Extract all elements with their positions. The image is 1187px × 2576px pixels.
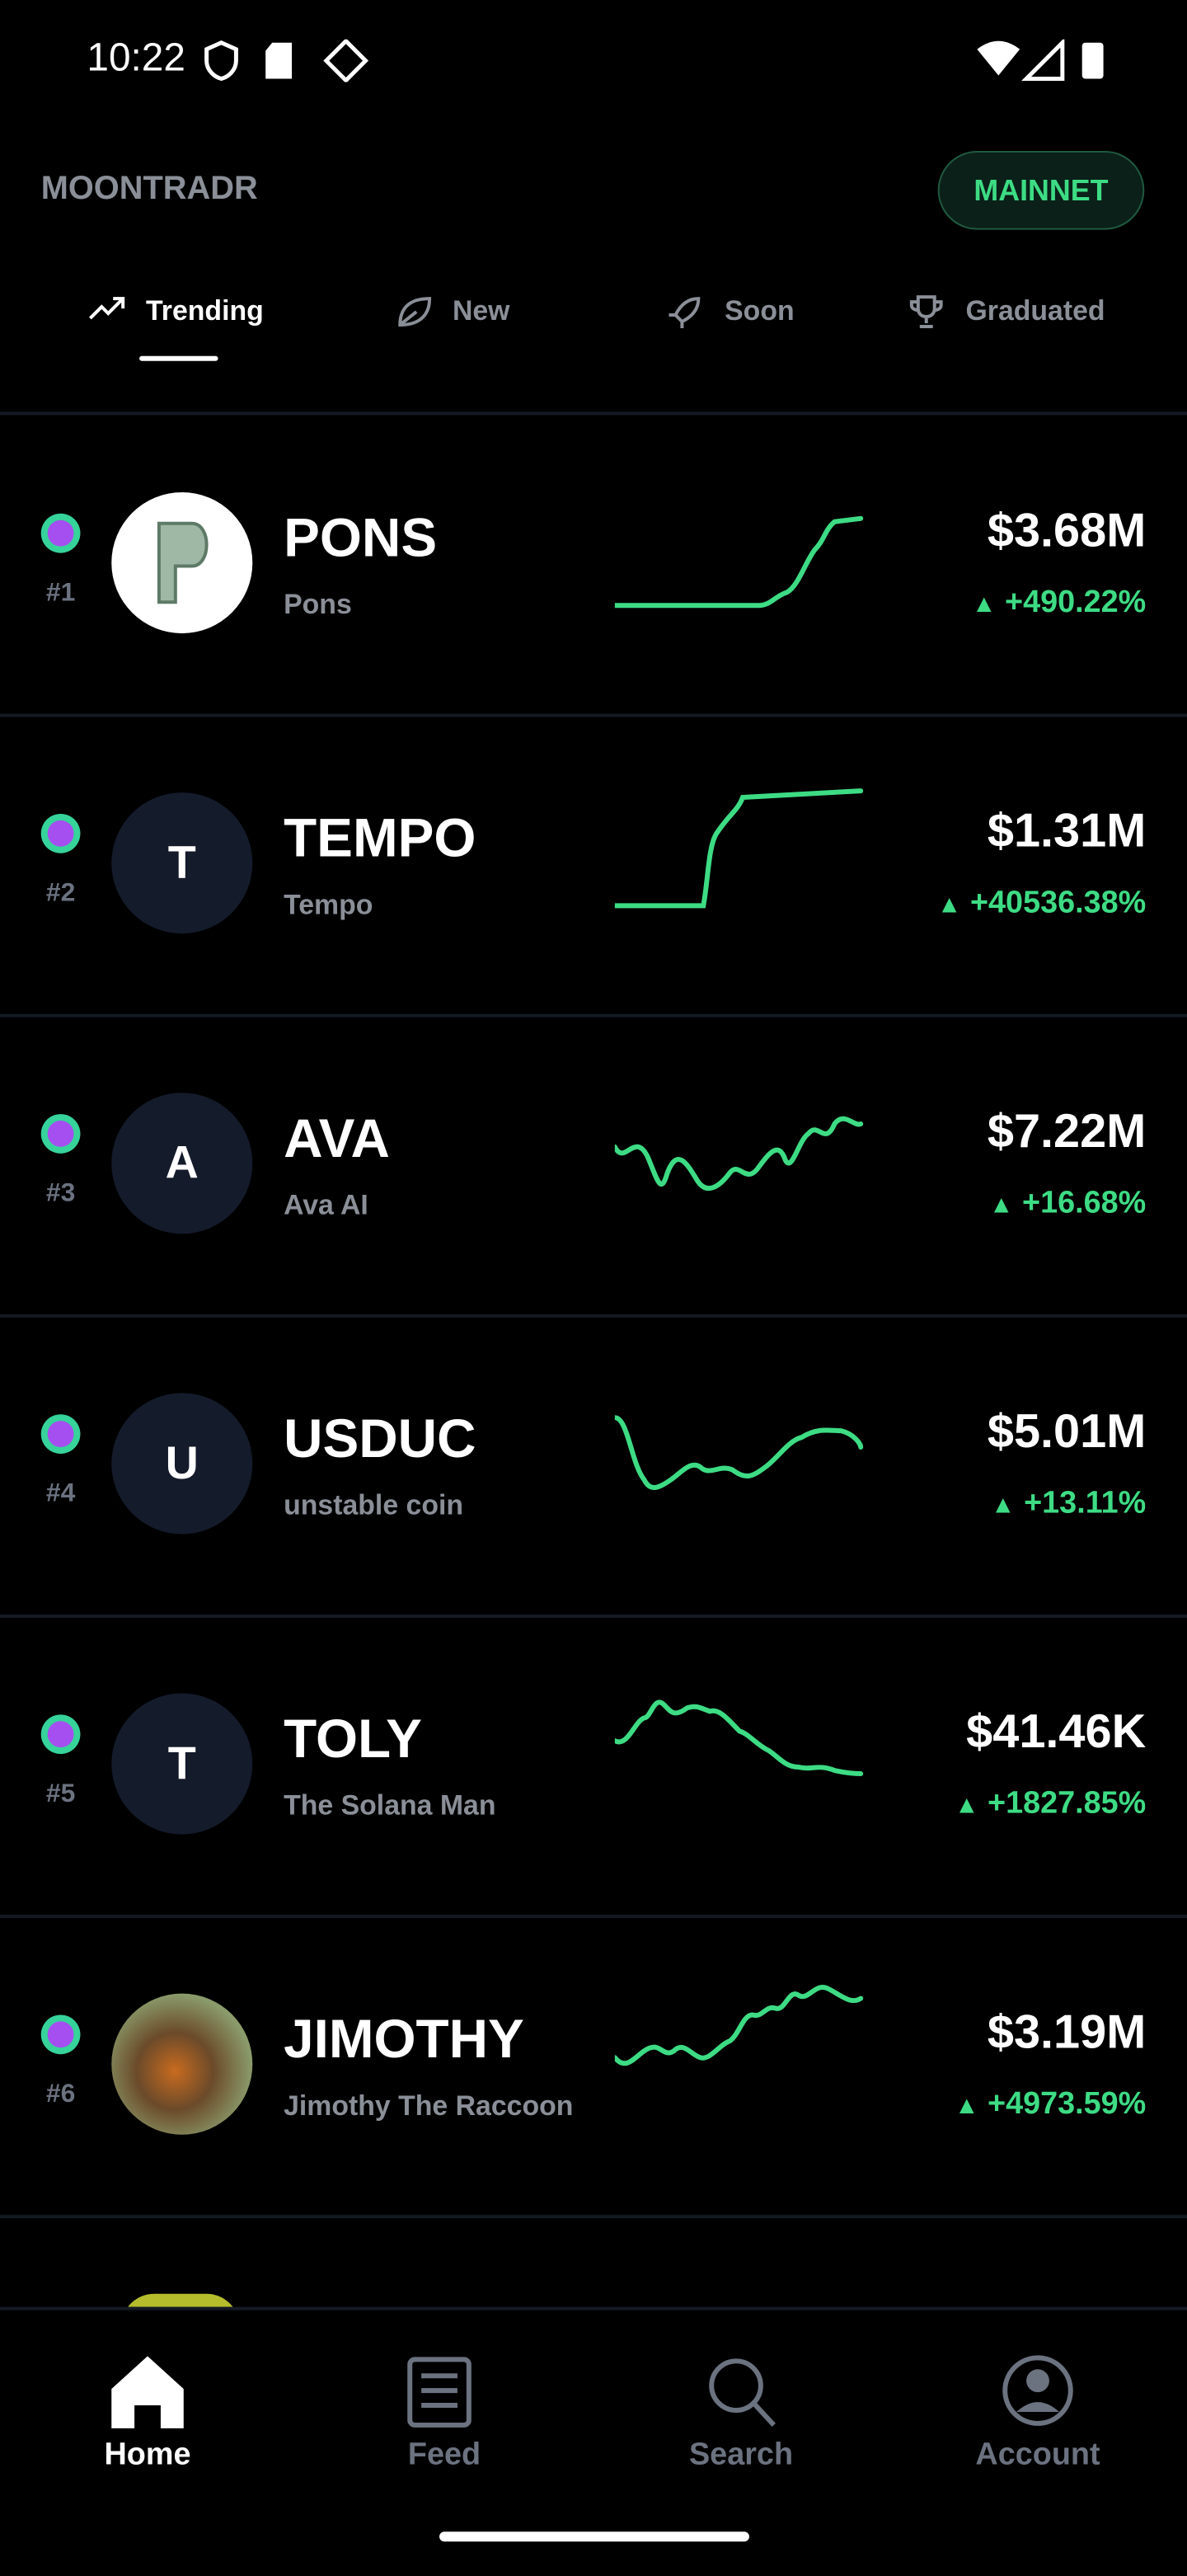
token-row[interactable]: #5 T TOLY The Solana Man $41.46K ▲ +1827.85% [0,1616,1187,1919]
token-row[interactable]: #1 PONS Pons $3.68M ▲ +490.22% [0,415,1187,717]
change-value: +40536.38% [969,886,1147,921]
avatar-image [111,1993,253,2135]
token-name: Pons [284,589,352,621]
ticker: TOLY [284,1708,422,1770]
price: $3.19M [987,2006,1147,2060]
sparkline [614,1116,864,1192]
divider [0,411,1187,416]
sparkline [614,1699,864,1776]
rank: #5 [45,1779,76,1808]
ticker: TEMPO [284,806,476,868]
home-indicator [439,2531,749,2542]
avatar-image [111,491,253,634]
price: $41.46K [966,1706,1147,1760]
change: ▲ +490.22% [972,585,1146,622]
sparkline [614,515,864,609]
tab-icon [398,297,432,327]
token-name: Jimothy The Raccoon [284,2090,574,2122]
token-name: unstable coin [284,1489,464,1521]
tab[interactable]: Soon [666,292,795,331]
token-name: Ava AI [284,1189,368,1221]
tab-label: New [452,295,510,327]
status-dot [40,2014,81,2055]
up-arrow: ▲ [971,590,997,619]
change: ▲ +40536.38% [937,886,1146,922]
tab-label: Soon [725,295,795,327]
rank: #3 [45,1179,76,1208]
ticker: AVA [284,1107,390,1168]
change: ▲ +4973.59% [955,2087,1146,2123]
avatar: A [111,1093,253,1234]
rank: #2 [45,879,76,908]
sparkline [614,1415,864,1490]
token-row[interactable]: #6 JIMOTHY Jimothy The Raccoon $3.19M ▲ +497… [0,1916,1187,2219]
tab-icon [88,297,125,320]
change-value: +13.11% [1024,1486,1147,1521]
price: $1.31M [987,805,1147,858]
up-arrow: ▲ [954,1791,979,1820]
tab[interactable]: Trending [87,292,264,331]
tab[interactable]: Graduated [907,292,1105,331]
tab-icon [669,297,701,328]
change-value: +1827.85% [988,1786,1147,1822]
nav-item[interactable]: Search [688,2437,794,2473]
tab-label: Trending [146,295,264,327]
status-dot [40,1714,81,1755]
app-name: MOONTRADR [40,170,258,207]
status-right-icons [977,39,1104,81]
ticker: PONS [284,506,438,568]
tab[interactable]: New [393,292,510,331]
token-name: The Solana Man [284,1789,496,1822]
status-icons [204,39,369,82]
ticker: USDUC [284,1408,476,1469]
tab-label: Graduated [965,295,1105,327]
up-arrow: ▲ [991,1491,1016,1520]
nav-icons [111,2355,1073,2428]
change: ▲ +16.68% [989,1187,1146,1223]
tab-icon [909,295,943,328]
status-dot [40,1414,81,1454]
token-row[interactable]: #4 U USDUC unstable coin $5.01M ▲ +13.11% [0,1316,1187,1618]
rank: #6 [45,2080,76,2108]
bottom-nav [0,2306,1187,2576]
up-arrow: ▲ [954,2091,979,2120]
avatar: T [111,1693,253,1835]
change-value: +490.22% [1005,585,1147,621]
nav-item[interactable]: Feed [407,2437,481,2473]
sparkline [614,788,864,909]
network-button[interactable]: MAINNET [937,151,1145,230]
token-row[interactable]: #2 T TEMPO Tempo $1.31M ▲ +40536.38% [0,716,1187,1018]
change-value: +16.68% [1022,1186,1147,1221]
ticker: JIMOTHY [284,2008,524,2070]
logo [157,521,209,604]
change-value: +4973.59% [988,2087,1147,2122]
avatar: T [111,792,253,934]
status-time: 10:22 [87,35,185,81]
price: $3.68M [987,505,1147,558]
nav-item[interactable]: Home [104,2437,191,2473]
change: ▲ +13.11% [991,1487,1146,1523]
nav-item[interactable]: Account [975,2437,1100,2473]
price: $5.01M [987,1406,1147,1459]
change: ▲ +1827.85% [955,1787,1146,1823]
up-arrow: ▲ [988,1191,1014,1220]
tab-indicator [139,355,218,361]
avatar: U [111,1393,253,1535]
status-dot [40,513,81,553]
rank: #1 [45,579,76,608]
rank: #4 [45,1479,76,1508]
up-arrow: ▲ [936,891,962,919]
status-dot [40,1114,81,1154]
price: $7.22M [987,1106,1147,1159]
sparkline [614,1985,864,2066]
token-row[interactable]: #3 A AVA Ava AI $7.22M ▲ +16.68% [0,1016,1187,1318]
token-name: Tempo [284,889,373,921]
status-dot [40,813,81,853]
